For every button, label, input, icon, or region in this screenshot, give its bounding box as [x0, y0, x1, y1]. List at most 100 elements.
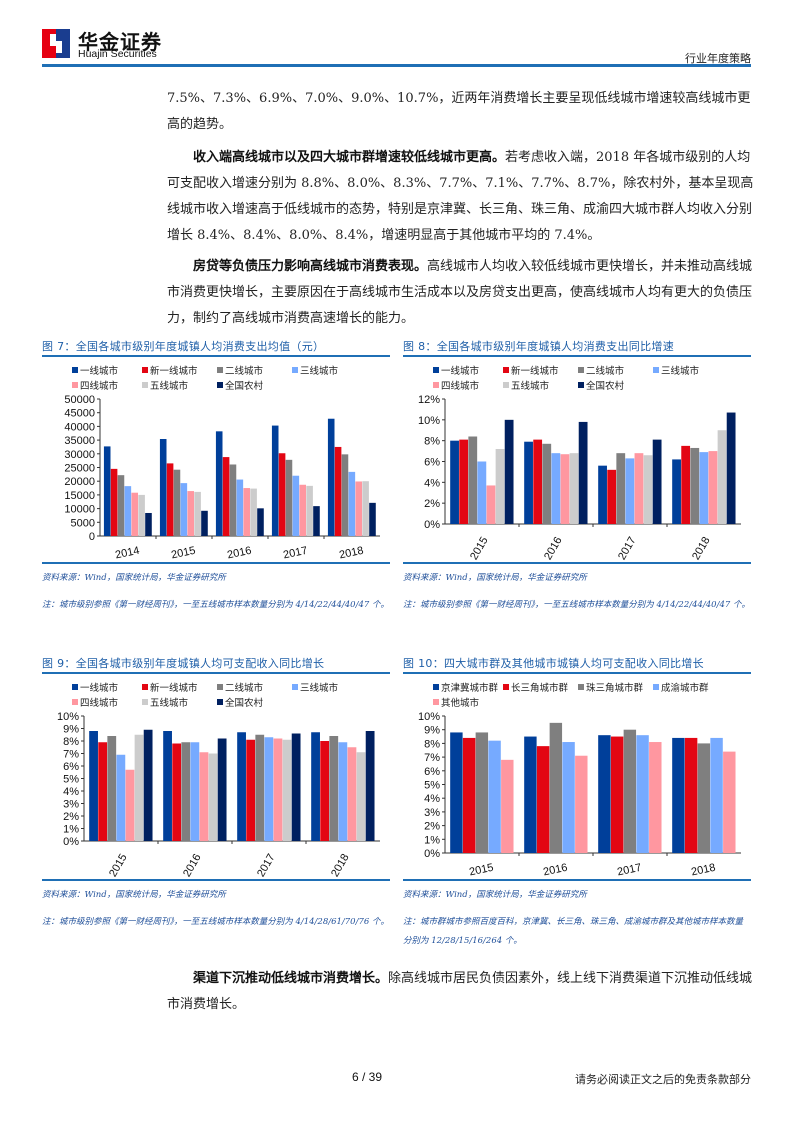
- chart-legend: 一线城市 新一线城市 二线城市 三线城市 四线城市 五线城市 全国农村: [42, 357, 390, 393]
- svg-text:0%: 0%: [63, 836, 79, 848]
- svg-text:6%: 6%: [63, 761, 79, 773]
- legend-item: 三线城市: [292, 680, 338, 694]
- legend-label: 五线城市: [150, 381, 189, 392]
- svg-text:12%: 12%: [418, 394, 440, 406]
- paragraph-income-growth: 收入端高线城市以及四大城市群增速较低线城市更高。若考虑收入端，2018 年各城市…: [167, 145, 754, 249]
- legend-item: 五线城市: [142, 378, 188, 392]
- legend-item: 新一线城市: [142, 680, 198, 694]
- legend-label: 一线城市: [441, 366, 480, 377]
- legend-item: 四线城市: [433, 378, 479, 392]
- paragraph-body: 若考虑收入端，2018 年各城市级别的人均可支配收入增速分别为 8.8%、8.0…: [167, 150, 754, 243]
- svg-text:3%: 3%: [63, 799, 79, 811]
- company-name-cn: 华金证券: [78, 30, 162, 54]
- svg-text:5%: 5%: [424, 780, 440, 792]
- figure-7: 图 7：全国各城市级别年度城镇人均消费支出均值（元） 一线城市 新一线城市 二线城市…: [42, 338, 390, 615]
- legend-swatch-icon: [578, 684, 584, 690]
- figure-note: 注：城市级别参照《第一财经周刊》，一至五线城市样本数量分别为 4/14/28/6…: [42, 917, 389, 927]
- figure-source: 资料来源：Wind，国家统计局，华金证券研究所: [403, 890, 587, 900]
- huajin-logo-mark: [42, 29, 70, 58]
- legend-label: 全国农村: [225, 381, 264, 392]
- legend-swatch-icon: [653, 684, 659, 690]
- figure-title-rule: [403, 672, 751, 674]
- figure-bottom-rule: [403, 562, 751, 564]
- legend-item: 全国农村: [578, 378, 624, 392]
- legend-swatch-icon: [142, 367, 148, 373]
- legend-swatch-icon: [217, 382, 223, 388]
- legend-swatch-icon: [72, 367, 78, 373]
- legend-swatch-icon: [142, 382, 148, 388]
- legend-label: 全国农村: [225, 698, 264, 709]
- legend-label: 五线城市: [150, 698, 189, 709]
- legend-label: 全国农村: [586, 381, 625, 392]
- svg-text:2016: 2016: [181, 852, 204, 879]
- legend-label: 其他城市: [441, 698, 480, 709]
- figure-source: 资料来源：Wind，国家统计局，华金证券研究所: [42, 890, 226, 900]
- figure-title: 图 8：全国各城市级别年度城镇人均消费支出同比增速: [403, 340, 674, 353]
- figure-8: 图 8：全国各城市级别年度城镇人均消费支出同比增速 一线城市 新一线城市 二线城市 三…: [403, 338, 751, 615]
- figure-title: 图 10：四大城市群及其他城市城镇人均可支配收入同比增长: [403, 657, 704, 670]
- legend-swatch-icon: [578, 382, 584, 388]
- legend-label: 一线城市: [80, 683, 119, 694]
- legend-swatch-icon: [72, 699, 78, 705]
- svg-text:2018: 2018: [338, 545, 364, 562]
- figure-9: 图 9：全国各城市级别年度城镇人均可支配收入同比增长 一线城市 新一线城市 二线城市…: [42, 655, 390, 932]
- legend-label: 长三角城市群: [511, 683, 569, 694]
- legend-swatch-icon: [292, 684, 298, 690]
- svg-text:2%: 2%: [424, 498, 440, 510]
- svg-text:35000: 35000: [64, 435, 95, 447]
- chart-consumption-spending: 一线城市 新一线城市 二线城市 三线城市 四线城市 五线城市 全国农村 0 5000 10000 1…: [42, 357, 390, 562]
- svg-text:10%: 10%: [57, 711, 79, 723]
- svg-text:2015: 2015: [468, 535, 491, 562]
- paragraph-consumption-trend: 7.5%、7.3%、6.9%、7.0%、9.0%、10.7%，近两年消费增长主要…: [167, 91, 751, 132]
- legend-item: 二线城市: [217, 363, 263, 377]
- svg-text:2016: 2016: [542, 535, 565, 562]
- figure-title-rule: [42, 672, 390, 674]
- legend-label: 新一线城市: [150, 683, 198, 694]
- legend-label: 四线城市: [441, 381, 480, 392]
- svg-text:6%: 6%: [424, 457, 440, 469]
- svg-text:2017: 2017: [616, 535, 639, 562]
- legend-item: 新一线城市: [503, 363, 559, 377]
- svg-text:2015: 2015: [468, 862, 494, 879]
- svg-text:0: 0: [89, 531, 95, 543]
- legend-item: 全国农村: [217, 378, 263, 392]
- legend-swatch-icon: [217, 367, 223, 373]
- legend-label: 新一线城市: [150, 366, 198, 377]
- legend-swatch-icon: [292, 367, 298, 373]
- paragraph-heading: 收入端高线城市以及四大城市群增速较低线城市更高。: [193, 150, 506, 165]
- legend-swatch-icon: [433, 382, 439, 388]
- svg-text:8%: 8%: [424, 738, 440, 750]
- page-number: 6 / 39: [352, 1070, 383, 1084]
- svg-text:9%: 9%: [424, 725, 440, 737]
- figure-title: 图 7：全国各城市级别年度城镇人均消费支出均值（元）: [42, 340, 325, 353]
- legend-item: 一线城市: [72, 680, 118, 694]
- svg-text:5%: 5%: [63, 774, 79, 786]
- legend-swatch-icon: [503, 367, 509, 373]
- legend-swatch-icon: [433, 367, 439, 373]
- chart-plot: 0%1%2%3%4%5%6%7%8%9%10% 2015 2016 2017 2018: [57, 711, 380, 879]
- legend-label: 新一线城市: [511, 366, 559, 377]
- legend-swatch-icon: [142, 684, 148, 690]
- legend-label: 四线城市: [80, 698, 119, 709]
- legend-item: 一线城市: [433, 363, 479, 377]
- svg-text:2015: 2015: [170, 545, 196, 562]
- figure-title-rule: [403, 355, 751, 357]
- chart-income-growth-by-cluster: 京津冀城市群 长三角城市群 珠三角城市群 成渝城市群 其他城市 0% 1% 2% 3% 4% 5% 6…: [403, 674, 751, 879]
- svg-text:4%: 4%: [424, 793, 440, 805]
- legend-item: 成渝城市群: [653, 680, 709, 694]
- legend-swatch-icon: [653, 367, 659, 373]
- svg-text:7%: 7%: [424, 752, 440, 764]
- svg-text:40000: 40000: [64, 421, 95, 433]
- svg-text:4%: 4%: [424, 477, 440, 489]
- svg-text:25000: 25000: [64, 463, 95, 475]
- svg-text:2018: 2018: [690, 862, 716, 879]
- legend-label: 二线城市: [586, 366, 625, 377]
- svg-text:2018: 2018: [690, 535, 713, 562]
- svg-text:20000: 20000: [64, 476, 95, 488]
- svg-text:0%: 0%: [424, 519, 440, 531]
- figure-title-rule: [42, 355, 390, 357]
- legend-swatch-icon: [433, 699, 439, 705]
- legend-swatch-icon: [503, 684, 509, 690]
- svg-text:30000: 30000: [64, 449, 95, 461]
- figure-source: 资料来源：Wind，国家统计局，华金证券研究所: [403, 573, 587, 583]
